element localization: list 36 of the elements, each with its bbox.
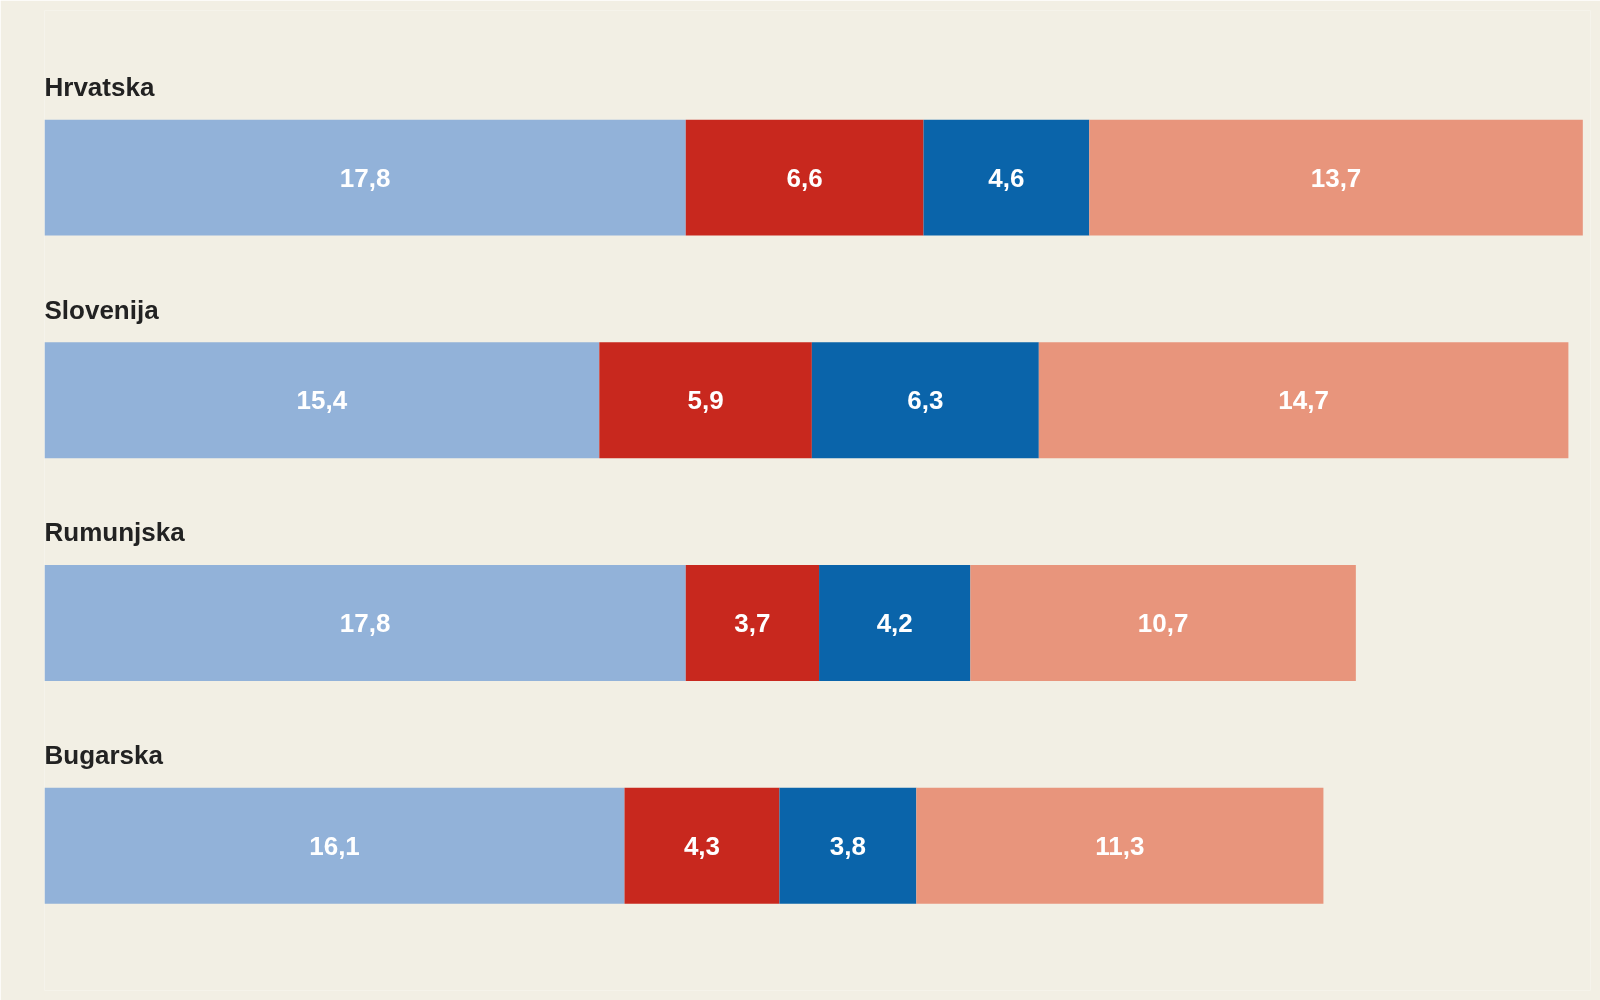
y-tick-label: Hrvatska — [44, 71, 155, 102]
bar — [44, 119, 686, 236]
data-label: 4,2 — [876, 608, 913, 638]
data-label: 17,8 — [339, 162, 391, 193]
data-label: 13,7 — [1310, 162, 1362, 193]
bar — [1089, 119, 1583, 236]
data-label: 4,3 — [683, 830, 721, 861]
y-tick-label: Bugarska — [44, 740, 164, 770]
bar — [970, 565, 1356, 681]
data-label: 3,8 — [829, 830, 866, 861]
bar — [624, 787, 780, 904]
bar — [811, 342, 1039, 459]
bar — [1038, 342, 1569, 459]
bar — [685, 565, 820, 681]
data-label: 6,3 — [907, 385, 944, 416]
y-tick-label: Rumunjska — [44, 517, 186, 548]
bar — [44, 342, 600, 459]
bar — [916, 787, 1324, 904]
bar — [779, 787, 917, 904]
data-label: 4,6 — [988, 162, 1025, 193]
y-tick-label: Slovenija — [44, 294, 160, 325]
data-label: 5,9 — [687, 385, 724, 416]
data-label: 14,7 — [1278, 385, 1329, 416]
data-label: 6,6 — [786, 162, 823, 193]
data-label: 3,7 — [734, 608, 771, 638]
data-label: 16,1 — [309, 830, 360, 861]
bar — [819, 565, 971, 681]
bar — [923, 119, 1090, 236]
data-label: 11,3 — [1095, 830, 1145, 861]
bar — [44, 565, 686, 681]
bar — [44, 787, 625, 904]
data-label: 15,4 — [296, 385, 348, 416]
data-label: 10,7 — [1137, 608, 1189, 638]
data-label: 17,8 — [339, 608, 391, 638]
bar — [685, 119, 924, 236]
bar — [599, 342, 812, 459]
